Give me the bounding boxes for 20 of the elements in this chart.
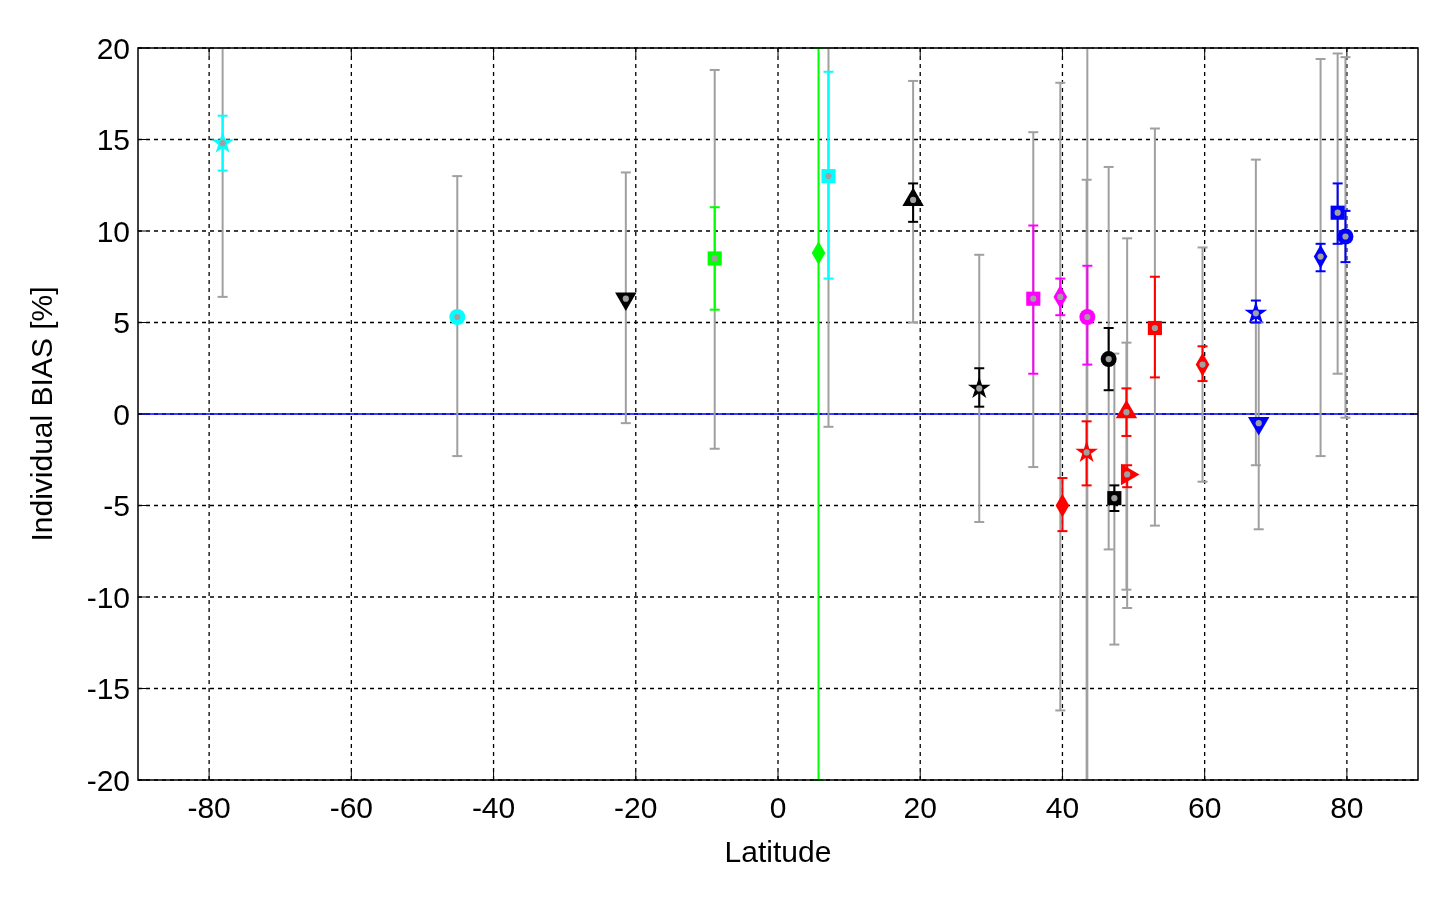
- y-tick-label: 20: [96, 31, 130, 65]
- y-tick-label: -10: [86, 580, 130, 614]
- x-tick-label: 80: [1330, 791, 1364, 824]
- y-tick-label: 5: [113, 306, 130, 339]
- y-tick-label: 10: [96, 214, 130, 248]
- y-tick-label: -5: [103, 489, 130, 522]
- y-axis-title: Individual BIAS [%]: [25, 286, 58, 542]
- y-tick-label: -20: [86, 763, 130, 797]
- x-tick-label: 40: [1045, 791, 1080, 824]
- x-tick-label: 60: [1187, 791, 1222, 824]
- y-tick-label: 15: [96, 123, 130, 156]
- x-tick-label: -20: [614, 791, 658, 824]
- x-tick-label: 20: [903, 791, 937, 824]
- x-tick-label: -40: [471, 791, 516, 824]
- x-axis-title: Latitude: [724, 835, 832, 868]
- x-tick-label: -80: [187, 791, 231, 824]
- x-tick-label: -60: [329, 791, 374, 824]
- y-tick-label: -15: [86, 672, 130, 705]
- x-tick-label: 0: [769, 791, 787, 824]
- y-tick-label: 0: [113, 397, 130, 431]
